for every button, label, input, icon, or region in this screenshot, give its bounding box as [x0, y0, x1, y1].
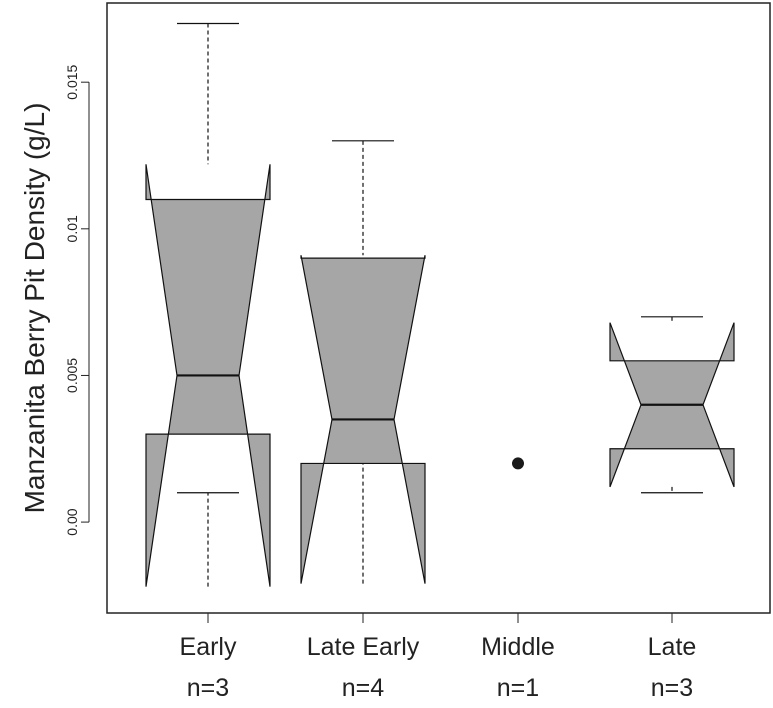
- y-axis-title: Manzanita Berry Pit Density (g/L): [19, 103, 50, 514]
- x-category-count: n=4: [342, 674, 385, 702]
- y-tick-label: 0.00: [64, 508, 80, 535]
- y-tick-label: 0.005: [64, 358, 80, 393]
- box-group: [609, 316, 735, 494]
- x-category-label: Middle: [481, 633, 555, 661]
- y-axis: 0.00 0.005 0.01 0.015: [64, 64, 90, 536]
- boxes: [145, 22, 735, 587]
- x-category-label: Late Early: [307, 633, 420, 661]
- data-point: [512, 457, 524, 470]
- x-axis: Early n=3 Late Early n=4 Middle n=1 Late n=3: [180, 612, 697, 702]
- box-group: [145, 22, 271, 587]
- x-category-count: n=3: [651, 674, 693, 702]
- x-category-count: n=3: [187, 674, 229, 702]
- y-tick-label: 0.01: [64, 215, 80, 242]
- y-tick-label: 0.015: [64, 64, 80, 99]
- x-category-count: n=1: [497, 674, 539, 702]
- x-category-label: Late: [648, 633, 697, 661]
- box-group: [512, 457, 524, 470]
- x-category-label: Early: [180, 633, 237, 661]
- box-group: [300, 140, 426, 584]
